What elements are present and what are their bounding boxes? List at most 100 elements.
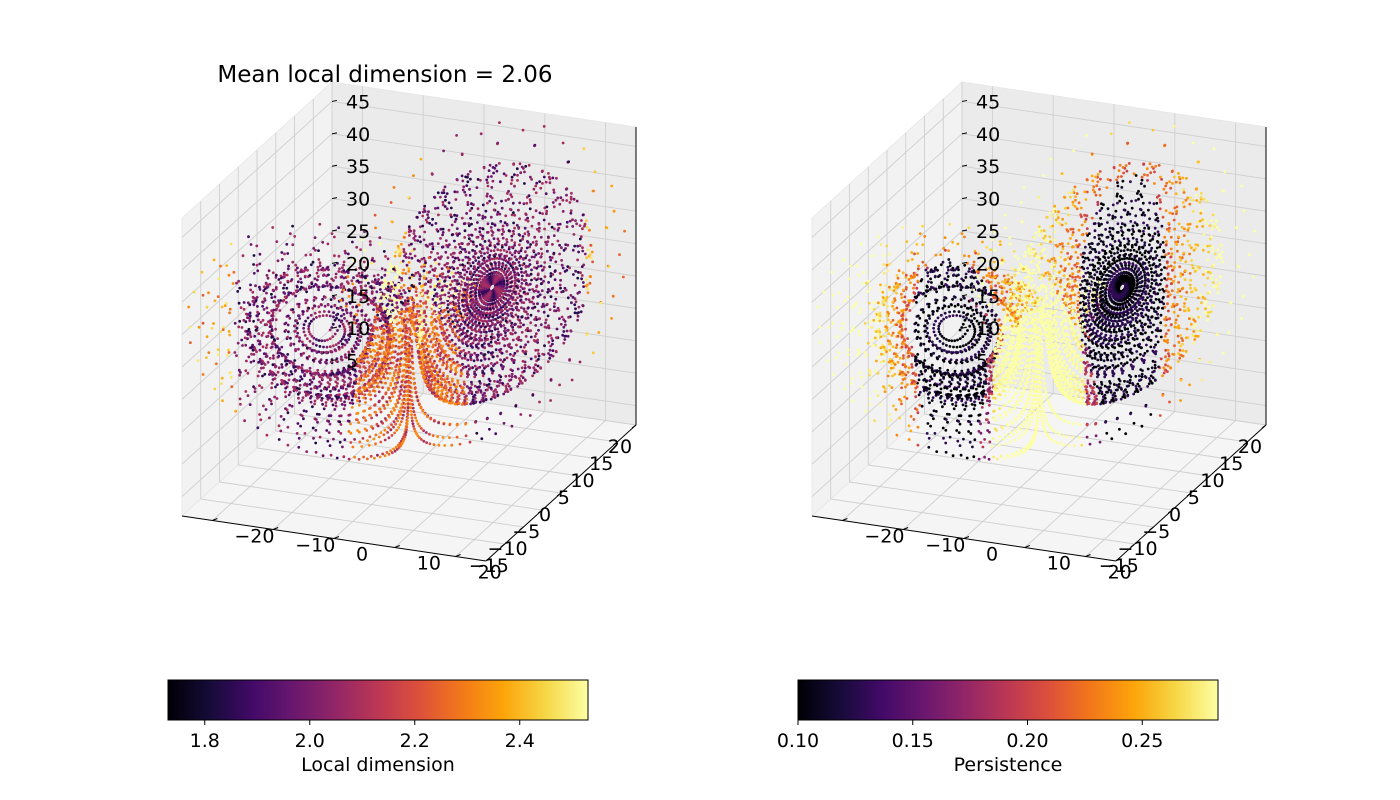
scatter-point [244, 369, 248, 373]
scatter-point [463, 382, 466, 386]
scatter-point [523, 290, 526, 294]
scatter-point [355, 245, 359, 249]
scatter-point [419, 325, 423, 328]
scatter-point [388, 299, 392, 303]
scatter-point [415, 339, 419, 342]
scatter-point [436, 371, 439, 375]
scatter-point [464, 175, 468, 179]
scatter-point [426, 295, 430, 299]
scatter-point [512, 163, 515, 166]
scatter-point [435, 355, 439, 359]
scatter-point [415, 296, 419, 300]
scatter-point [411, 360, 414, 364]
scatter-point [438, 354, 442, 358]
scatter-point [520, 278, 524, 281]
scatter-point [534, 348, 538, 352]
scatter-point [413, 387, 417, 390]
scatter-point [473, 384, 477, 388]
scatter-point [585, 256, 588, 260]
scatter-point [535, 266, 539, 270]
scatter-point [474, 291, 478, 295]
scatter-point [338, 414, 341, 418]
scatter-point [416, 399, 420, 403]
scatter-point [406, 413, 410, 417]
scatter-point [262, 404, 265, 408]
scatter-point [489, 386, 493, 390]
scatter-point [517, 382, 521, 386]
scatter-point [523, 363, 527, 367]
scatter-point [563, 270, 567, 273]
scatter-point [499, 180, 502, 184]
scatter-point [277, 354, 281, 358]
scatter-point [496, 319, 499, 323]
scatter-point [422, 301, 425, 305]
scatter-point [494, 348, 498, 352]
scatter-point [539, 235, 543, 239]
scatter-point [536, 272, 540, 276]
scatter-point [374, 326, 377, 330]
scatter-point [253, 334, 257, 338]
scatter-point [364, 401, 367, 404]
scatter-point [258, 359, 262, 363]
scatter-point [379, 319, 382, 322]
scatter-point [456, 234, 459, 237]
scatter-point [318, 264, 322, 268]
scatter-point [476, 315, 480, 318]
scatter-point [519, 413, 523, 416]
scatter-point [227, 330, 231, 333]
scatter-point [588, 281, 592, 285]
scatter-point [327, 431, 331, 434]
scatter-point [512, 361, 516, 364]
scatter-point [488, 268, 492, 272]
scatter-point [446, 303, 450, 307]
scatter-point [488, 427, 491, 431]
scatter-point [426, 299, 430, 303]
scatter-point [514, 322, 517, 326]
scatter-point [443, 378, 446, 381]
scatter-point [397, 352, 400, 356]
scatter-point [335, 384, 339, 388]
scatter-point [390, 299, 394, 303]
scatter-point [367, 443, 371, 447]
scatter-point [578, 360, 582, 364]
scatter-point [243, 419, 247, 423]
scatter-point [463, 229, 467, 233]
scatter-point [318, 360, 321, 363]
scatter-point [439, 322, 442, 325]
scatter-point [447, 201, 451, 205]
scatter-point [503, 289, 507, 293]
scatter-point [386, 377, 390, 380]
scatter-point [478, 400, 482, 404]
scatter-point [534, 209, 538, 213]
scatter-point [341, 337, 344, 341]
scatter-point [404, 398, 408, 402]
grid-line-y [394, 411, 546, 548]
scatter-point [388, 372, 392, 375]
scatter-point [337, 254, 341, 258]
scatter-point [373, 278, 377, 282]
scatter-point [279, 429, 283, 433]
scatter-point [229, 375, 233, 379]
scatter-point [205, 335, 209, 339]
scatter-point [309, 263, 313, 267]
scatter-point [511, 245, 514, 249]
scatter-point [444, 367, 448, 370]
scatter-point [524, 350, 528, 353]
scatter-point [574, 300, 578, 304]
scatter-point [382, 338, 386, 341]
scatter-point [471, 240, 475, 244]
scatter-point [380, 267, 384, 270]
scatter-point [562, 248, 566, 252]
scatter-point [505, 279, 509, 283]
scatter-point [518, 264, 522, 267]
scatter-point [426, 344, 430, 348]
scatter-point [485, 270, 489, 273]
scatter-point [507, 197, 510, 201]
scatter-point [318, 375, 322, 379]
scatter-point [422, 276, 426, 280]
scatter-point [311, 405, 314, 409]
scatter-point [396, 381, 399, 384]
scatter-point [503, 243, 507, 246]
scatter-point [505, 238, 509, 241]
scatter-point [367, 332, 370, 336]
